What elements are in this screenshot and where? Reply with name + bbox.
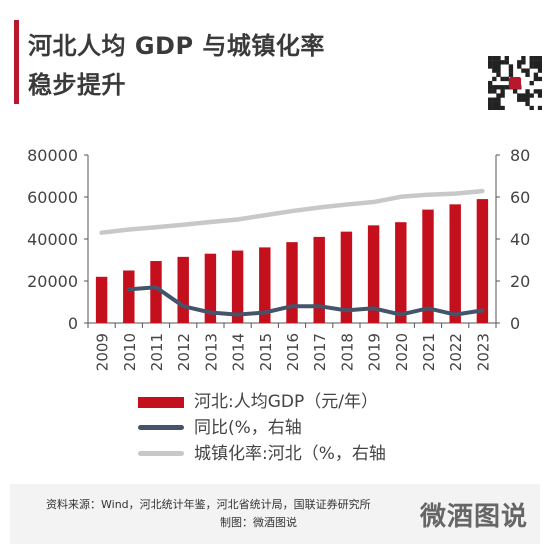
title-accent-bar <box>14 20 19 104</box>
page-subtitle: 稳步提升 <box>28 71 126 99</box>
x-tick-label: 2021 <box>420 333 438 371</box>
bar-gdp <box>395 222 407 323</box>
source-note: 资料来源：Wind，河北统计年鉴，河北省统计局，国联证券研究所 <box>46 498 371 511</box>
x-tick-label: 2017 <box>311 333 329 371</box>
bar-gdp <box>150 261 162 323</box>
bar-gdp <box>259 247 271 323</box>
qr-code-icon <box>488 56 542 110</box>
bar-gdp <box>313 236 325 323</box>
footer-panel <box>10 484 540 544</box>
bar-gdp <box>476 199 489 323</box>
legend-label-yoy: 同比(%，右轴 <box>194 418 302 438</box>
x-tick-label: 2019 <box>366 333 384 371</box>
bar-gdp <box>204 253 217 323</box>
y-left-tick-label: 0 <box>68 314 78 333</box>
y-left-tick-label: 20000 <box>27 272 78 291</box>
x-tick-label: 2023 <box>474 333 492 371</box>
x-tick-label: 2013 <box>202 333 220 371</box>
maker-note: 制图：微酒图说 <box>220 516 297 529</box>
series-line-urbanization <box>99 188 485 235</box>
bar-gdp <box>177 256 189 323</box>
x-tick-label: 2009 <box>94 333 112 371</box>
x-tick-label: 2012 <box>175 333 193 371</box>
y-right-tick-label: 60 <box>510 188 530 207</box>
x-tick-label: 2020 <box>393 333 411 371</box>
y-left-tick-label: 60000 <box>27 188 78 207</box>
page-title: 河北人均 GDP 与城镇化率 <box>28 32 325 60</box>
bar-gdp <box>449 204 461 323</box>
y-left-tick-label: 40000 <box>27 230 78 249</box>
y-right-tick-label: 20 <box>510 272 530 291</box>
x-tick-label: 2011 <box>148 333 166 371</box>
x-tick-label: 2010 <box>121 333 139 371</box>
bar-gdp <box>95 276 108 323</box>
legend-swatch-urban-line <box>138 451 184 456</box>
legend-swatch-yoy-line <box>138 425 184 430</box>
brand-logo: 微酒图说 <box>420 502 529 532</box>
bar-gdp <box>286 242 298 323</box>
legend-swatch-bar <box>138 397 184 408</box>
x-tick-label: 2015 <box>257 333 275 371</box>
y-right-tick-label: 0 <box>510 314 520 333</box>
chart-area: 0 20000 40000 60000 80000 0 20 40 60 80 2009 2010 20… <box>27 146 530 371</box>
bar-gdp <box>367 225 380 323</box>
bar-gdp <box>340 231 353 323</box>
bar-gdp <box>123 270 135 323</box>
y-left-tick-label: 80000 <box>27 146 78 165</box>
x-tick-label: 2016 <box>284 333 302 371</box>
legend-label-gdp: 河北:人均GDP（元/年） <box>194 392 378 412</box>
bar-gdp <box>422 209 434 323</box>
x-tick-label: 2014 <box>230 333 248 371</box>
series-line-yoy <box>126 285 485 317</box>
x-tick-label: 2018 <box>338 333 356 371</box>
y-right-tick-label: 40 <box>510 230 530 249</box>
x-tick-label: 2022 <box>447 333 465 371</box>
legend-label-urban: 城镇化率:河北（%，右轴 <box>194 444 386 464</box>
bar-gdp <box>231 250 244 323</box>
y-right-tick-label: 80 <box>510 146 530 165</box>
